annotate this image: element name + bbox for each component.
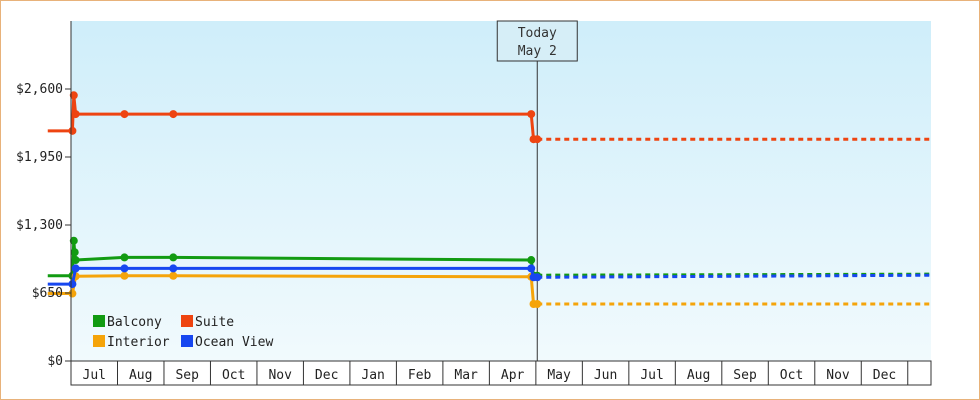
series-1 bbox=[47, 91, 931, 144]
series-point bbox=[69, 91, 78, 100]
series-point bbox=[533, 273, 542, 282]
series-point bbox=[527, 110, 536, 119]
y-tick-label: $650 bbox=[32, 286, 63, 301]
series-point bbox=[533, 299, 542, 308]
series-point bbox=[120, 253, 129, 262]
series-point bbox=[169, 110, 178, 119]
y-tick-label: $2,600 bbox=[16, 82, 63, 97]
series-point bbox=[169, 264, 178, 273]
legend-swatch bbox=[181, 315, 193, 327]
x-tick-label: Sep bbox=[733, 368, 757, 383]
x-tick-label: Sep bbox=[175, 368, 199, 383]
x-tick-label: Oct bbox=[780, 368, 803, 383]
legend-item: Balcony bbox=[93, 315, 162, 330]
today-label-box bbox=[496, 20, 578, 62]
x-tick-label: Aug bbox=[129, 368, 152, 383]
legend-swatch bbox=[93, 335, 105, 347]
today-label: Today bbox=[518, 26, 557, 41]
x-tick-label: Mar bbox=[454, 368, 478, 383]
y-tick-label: $0 bbox=[47, 354, 63, 369]
series-point bbox=[71, 110, 80, 119]
series-point bbox=[533, 135, 542, 144]
y-tick-label: $1,300 bbox=[16, 218, 63, 233]
legend-label: Interior bbox=[107, 335, 170, 350]
legend-item: Ocean View bbox=[181, 335, 273, 350]
series-point bbox=[68, 280, 77, 289]
x-tick-label: Aug bbox=[687, 368, 710, 383]
series-point bbox=[120, 264, 129, 273]
x-tick-label: Jul bbox=[83, 368, 106, 383]
legend-swatch bbox=[181, 335, 193, 347]
x-tick-label: Jul bbox=[640, 368, 663, 383]
legend-item: Suite bbox=[181, 315, 234, 330]
series-point bbox=[70, 248, 79, 257]
legend-label: Balcony bbox=[107, 315, 162, 330]
legend-label: Ocean View bbox=[195, 335, 273, 350]
y-tick-label: $1,950 bbox=[16, 150, 63, 165]
series-point bbox=[69, 236, 78, 245]
x-tick-label: Dec bbox=[873, 368, 896, 383]
series-point bbox=[527, 256, 536, 265]
x-tick-label: Nov bbox=[826, 368, 850, 383]
x-month-band: Jul Aug Sep Oct Nov Dec Jan Feb Mar Apr May Jun Jul A… bbox=[70, 360, 932, 386]
today-date-label: May 2 bbox=[518, 44, 557, 59]
series-point bbox=[527, 264, 536, 273]
x-tick-label: Dec bbox=[315, 368, 338, 383]
series-3 bbox=[47, 264, 932, 289]
legend: Balcony Suite Interior Ocean View bbox=[93, 315, 273, 350]
legend-item: Interior bbox=[93, 335, 170, 350]
series-point bbox=[169, 253, 178, 262]
x-tick-label: Jun bbox=[594, 368, 617, 383]
axes: $0 $650 $1,300 $1,950 $2,600 Jul Aug Sep Oct Nov D… bbox=[16, 21, 932, 386]
x-tick-label: May bbox=[547, 368, 571, 383]
x-tick-label: Apr bbox=[501, 368, 525, 383]
legend-label: Suite bbox=[195, 315, 234, 330]
series-layer bbox=[47, 91, 932, 308]
series-point bbox=[120, 110, 129, 119]
series-forecast-line bbox=[537, 273, 932, 279]
series-point bbox=[68, 126, 77, 135]
x-tick-label: Feb bbox=[408, 368, 432, 383]
series-point bbox=[71, 256, 80, 265]
x-tick-label: Oct bbox=[222, 368, 245, 383]
plot-area bbox=[71, 21, 931, 361]
x-tick-label: Nov bbox=[268, 368, 292, 383]
series-point bbox=[71, 264, 80, 273]
legend-swatch bbox=[93, 315, 105, 327]
series-point bbox=[169, 271, 178, 280]
x-tick-label: Jan bbox=[361, 368, 384, 383]
series-point bbox=[68, 289, 77, 298]
month-band-box bbox=[70, 360, 932, 386]
series-point bbox=[120, 271, 129, 280]
